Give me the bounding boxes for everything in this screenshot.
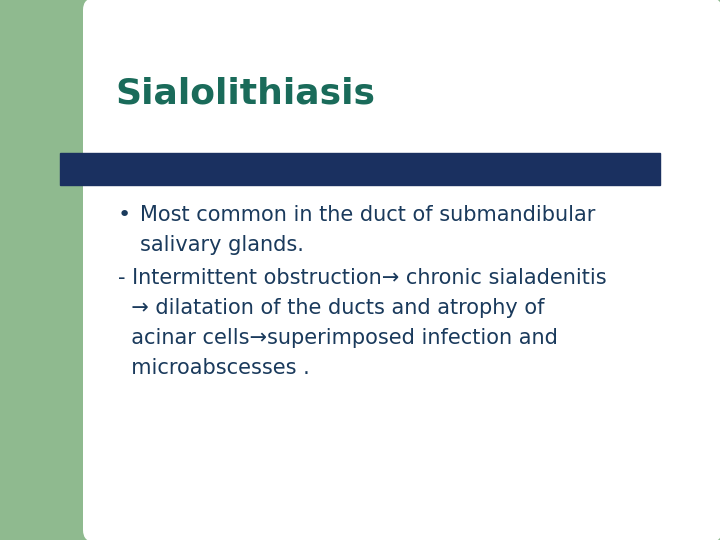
Text: microabscesses .: microabscesses . [118,358,310,378]
Bar [60,153,660,185]
Text: Sialolithiasis: Sialolithiasis [115,76,375,110]
Text: salivary glands.: salivary glands. [140,235,304,255]
Text: → dilatation of the ducts and atrophy of: → dilatation of the ducts and atrophy of [118,298,544,318]
Text: •: • [118,205,131,225]
Text: Most common in the duct of submandibular: Most common in the duct of submandibular [140,205,595,225]
FancyBboxPatch shape [83,0,720,540]
Text: - Intermittent obstruction→ chronic sialadenitis: - Intermittent obstruction→ chronic sial… [118,268,607,288]
Text: acinar cells→superimposed infection and: acinar cells→superimposed infection and [118,328,558,348]
